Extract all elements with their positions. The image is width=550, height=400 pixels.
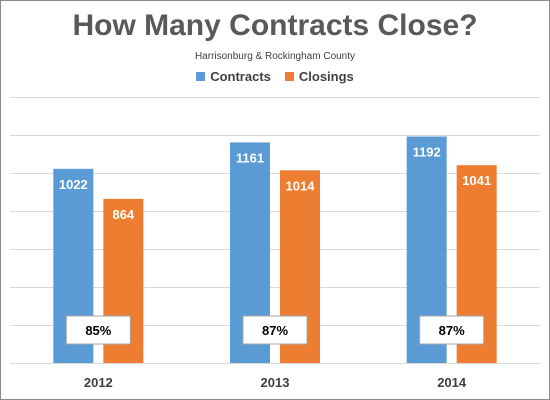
percent-label-2012: 85%	[85, 323, 111, 338]
data-label-contracts-2012: 1022	[59, 177, 88, 192]
legend-item-closings: Closings	[284, 69, 354, 84]
percent-label-2013: 87%	[262, 323, 288, 338]
data-label-closings-2013: 1014	[286, 178, 316, 193]
percent-label-2014: 87%	[439, 323, 465, 338]
data-label-contracts-2014: 1192	[413, 145, 441, 160]
legend-label-contracts: Contracts	[210, 69, 271, 84]
data-label-closings-2012: 864	[112, 207, 134, 222]
percent-box-2013	[242, 315, 308, 345]
legend-item-contracts: Contracts	[196, 69, 271, 84]
legend-label-closings: Closings	[298, 69, 354, 84]
data-label-closings-2014: 1041	[462, 173, 491, 188]
x-tick-label-2013: 2013	[261, 375, 290, 390]
percent-box-2014	[419, 315, 485, 345]
chart-subtitle: Harrisonburg & Rockingham County	[194, 51, 356, 62]
x-tick-label-2014: 2014	[437, 375, 467, 390]
legend-swatch-contracts	[196, 72, 206, 81]
legend-swatch-closings	[284, 72, 294, 81]
chart-title: How Many Contracts Close?	[72, 9, 478, 42]
x-tick-label-2012: 2012	[84, 375, 113, 390]
legend: Contracts Closings	[1, 69, 549, 84]
percent-box-2012	[65, 315, 131, 345]
data-label-contracts-2013: 1161	[236, 150, 264, 165]
